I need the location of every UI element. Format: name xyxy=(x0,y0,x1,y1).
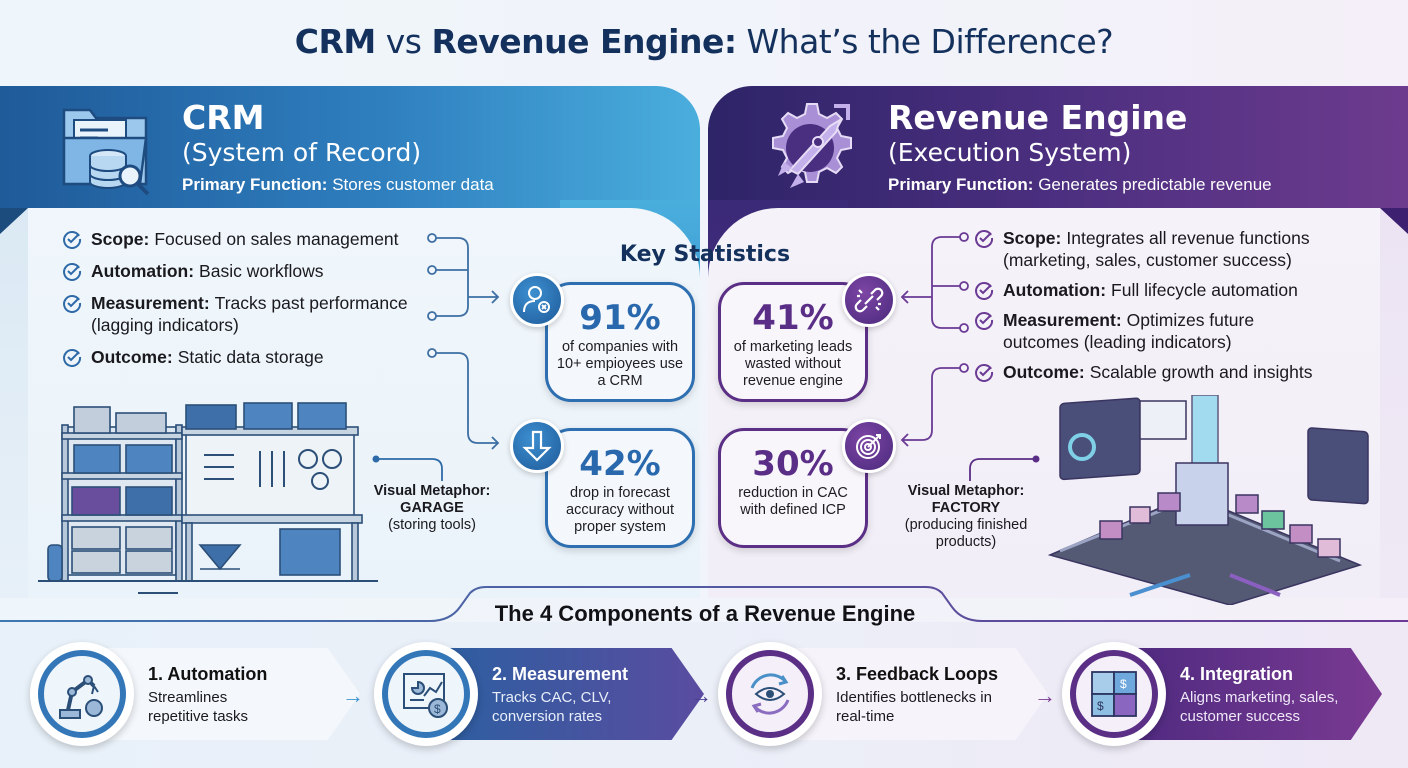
engine-function-value: Generates predictable revenue xyxy=(1033,175,1272,194)
eye-cycle-icon xyxy=(726,650,814,738)
crm-metaphor-connector xyxy=(372,455,443,481)
stat-value: 91% xyxy=(579,298,661,338)
crm-subtitle: (System of Record) xyxy=(182,138,422,167)
svg-text:$: $ xyxy=(1120,677,1127,691)
engine-feature-outcome: Outcome: Scalable growth and insights xyxy=(974,361,1334,383)
stat-description: of marketing leads wasted without revenu… xyxy=(733,339,853,389)
arrow-down-icon xyxy=(510,419,564,473)
broken-link-icon xyxy=(842,273,896,327)
crm-fold-corner xyxy=(0,208,28,598)
engine-title: Revenue Engine xyxy=(888,98,1188,137)
engine-subtitle: (Execution System) xyxy=(888,138,1132,167)
title-question: What’s the Difference? xyxy=(736,22,1114,61)
check-circle-icon xyxy=(975,364,994,382)
engine-primary-function: Primary Function: Generates predictable … xyxy=(888,175,1272,195)
crm-feature-outcome: Outcome: Static data storage xyxy=(62,346,432,368)
engine-feature-scope: Scope: Integrates all revenue functions (… xyxy=(974,227,1334,271)
check-circle-icon xyxy=(63,263,82,281)
folder-database-search-icon xyxy=(58,98,158,198)
title-vs: vs xyxy=(375,22,432,61)
gear-rocket-icon xyxy=(760,98,860,198)
target-icon xyxy=(842,419,896,473)
dashboard-dollar-icon: $ xyxy=(382,650,470,738)
crm-primary-function: Primary Function: Stores customer data xyxy=(182,175,494,195)
svg-text:$: $ xyxy=(434,702,441,716)
engine-feature-list: Scope: Integrates all revenue functions (… xyxy=(974,227,1334,393)
engine-connector-lines xyxy=(900,232,969,447)
svg-text:$: $ xyxy=(1097,699,1104,713)
engine-visual-metaphor: Visual Metaphor: FACTORY (producing fini… xyxy=(904,483,1028,550)
puzzle-pieces-icon: $ $ xyxy=(1070,650,1158,738)
stat-value: 42% xyxy=(579,444,661,484)
crm-feature-automation: Automation: Basic workflows xyxy=(62,260,432,282)
check-circle-icon xyxy=(975,312,994,330)
stat-description: of companies with 10+ empioyees use a CR… xyxy=(556,339,684,389)
title-revenue-engine: Revenue Engine: xyxy=(431,22,737,61)
crm-visual-metaphor: Visual Metaphor: GARAGE (storing tools) xyxy=(373,483,491,533)
stat-value: 30% xyxy=(752,444,834,484)
arrow-right-icon: → xyxy=(1034,683,1056,708)
check-circle-icon xyxy=(63,349,82,367)
engine-feature-automation: Automation: Full lifecycle automation xyxy=(974,279,1334,301)
engine-metaphor-connector xyxy=(969,455,1040,481)
crm-feature-scope: Scope: Focused on sales management xyxy=(62,228,432,250)
robot-arm-gear-icon xyxy=(38,650,126,738)
crm-feature-list: Scope: Focused on sales management Automa… xyxy=(62,228,432,378)
garage-illustration xyxy=(38,402,378,594)
stat-description: drop in forecast accuracy without proper… xyxy=(566,485,674,535)
engine-fold-corner xyxy=(1380,208,1408,598)
component-automation: 1. Automation Streamlines repetitive tas… xyxy=(30,642,360,746)
check-circle-icon xyxy=(63,295,82,313)
component-measurement: $ 2. Measurement Tracks CAC, CLV, conver… xyxy=(374,642,704,746)
check-circle-icon xyxy=(63,231,82,249)
title-crm: CRM xyxy=(294,22,376,61)
arrow-right-icon: → xyxy=(342,683,364,708)
engine-function-label: Primary Function: xyxy=(888,175,1034,194)
component-feedback-loops: 3. Feedback Loops Identifies bottlenecks… xyxy=(718,642,1048,746)
stat-card-42: 42% drop in forecast accuracy without pr… xyxy=(545,428,695,548)
crm-function-value: Stores customer data xyxy=(327,175,494,194)
components-title-frame xyxy=(0,586,1408,622)
stat-card-91: 91% of companies with 10+ empioyees use … xyxy=(545,282,695,402)
crm-connector-lines xyxy=(427,233,500,450)
check-circle-icon xyxy=(975,282,994,300)
user-settings-icon xyxy=(510,273,564,327)
key-statistics-title: Key Statistics xyxy=(619,242,791,267)
engine-feature-measurement: Measurement: Optimizes future outcomes (l… xyxy=(974,309,1334,353)
stat-description: reduction in CAC with defined ICP xyxy=(738,485,848,518)
crm-feature-measurement: Measurement: Tracks past performance (lag… xyxy=(62,292,432,336)
crm-title: CRM xyxy=(182,98,265,137)
factory-illustration xyxy=(1047,395,1369,605)
crm-function-label: Primary Function: xyxy=(182,175,328,194)
stat-value: 41% xyxy=(752,298,834,338)
check-circle-icon xyxy=(975,230,994,248)
page-title: CRM vs Revenue Engine: What’s the Differ… xyxy=(0,22,1408,61)
components-title: The 4 Components of a Revenue Engine xyxy=(494,601,916,626)
component-integration: $ $ 4. Integration Aligns marketing, sale… xyxy=(1062,642,1382,746)
arrow-right-icon: → xyxy=(690,683,712,708)
